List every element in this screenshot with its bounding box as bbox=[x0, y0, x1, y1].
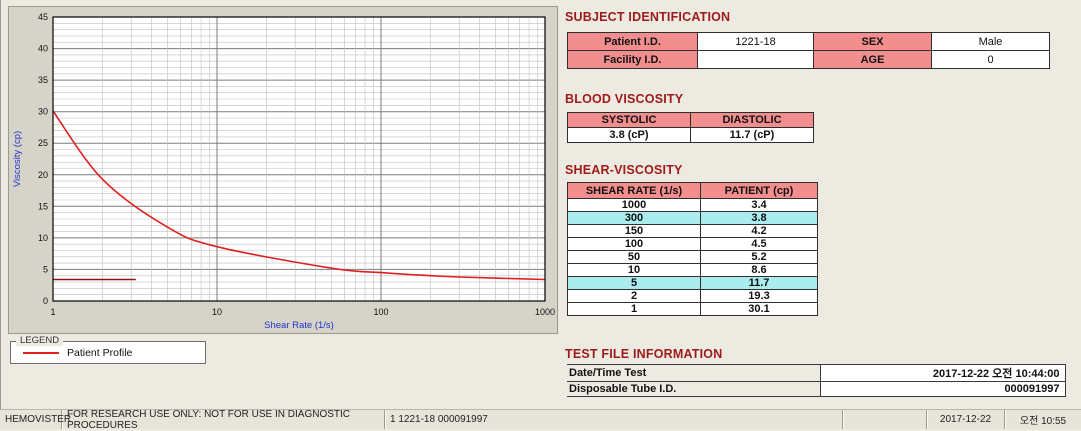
patient-cp-header: PATIENT (cp) bbox=[700, 182, 818, 199]
svg-text:30: 30 bbox=[38, 107, 48, 117]
disposable-tube-id-value: 000091997 bbox=[819, 381, 1066, 397]
svg-text:10: 10 bbox=[212, 307, 222, 317]
age-value: 0 bbox=[931, 50, 1050, 69]
svg-text:40: 40 bbox=[38, 44, 48, 54]
svg-text:20: 20 bbox=[38, 170, 48, 180]
svg-text:0: 0 bbox=[43, 296, 48, 306]
shear-rate-header: SHEAR RATE (1/s) bbox=[567, 182, 701, 199]
statusbar-time: 오전 10:55 bbox=[1019, 416, 1067, 427]
shear-viscosity-title: SHEAR-VISCOSITY bbox=[565, 163, 683, 177]
systolic-value: 3.8 (cP) bbox=[567, 127, 691, 143]
chart-legend: LEGEND Patient Profile bbox=[10, 335, 206, 364]
viscosity-chart-panel: 0 5 10 15 20 25 30 35 40 45 1 10 100 1000 Shear Rate (… bbox=[8, 6, 558, 334]
statusbar-research-use-notice: FOR RESEARCH USE ONLY: NOT FOR USE IN DI… bbox=[62, 409, 385, 431]
shear-viscosity-row: 2 19.3 bbox=[567, 289, 818, 303]
patient-viscosity-cell: 5.2 bbox=[700, 250, 818, 264]
viscosity-shear-chart: 0 5 10 15 20 25 30 35 40 45 1 10 100 1000 Shear Rate (… bbox=[9, 7, 557, 333]
svg-text:25: 25 bbox=[38, 138, 48, 148]
svg-text:Viscosity (cp): Viscosity (cp) bbox=[12, 131, 23, 187]
table-row: Date/Time Test 2017-12-22 오전 10:44:00 bbox=[567, 364, 1066, 382]
shear-rate-cell: 10 bbox=[567, 263, 701, 277]
table-row: Patient I.D. 1221-18 SEX Male bbox=[567, 32, 1050, 51]
shear-viscosity-row: 150 4.2 bbox=[567, 224, 818, 238]
date-time-test-label: Date/Time Test bbox=[567, 364, 820, 382]
test-file-table: Date/Time Test 2017-12-22 오전 10:44:00 Di… bbox=[567, 364, 1066, 397]
legend-box-label: LEGEND bbox=[16, 335, 64, 346]
date-time-test-value: 2017-12-22 오전 10:44:00 bbox=[819, 364, 1066, 382]
patient-viscosity-cell: 3.8 bbox=[700, 211, 818, 225]
patient-profile-line-swatch bbox=[23, 351, 59, 354]
facility-id-label: Facility I.D. bbox=[567, 50, 698, 69]
blood-viscosity-table: SYSTOLIC DIASTOLIC 3.8 (cP) 11.7 (cP) bbox=[567, 112, 814, 143]
patient-viscosity-cell: 3.4 bbox=[700, 198, 818, 212]
svg-text:100: 100 bbox=[373, 307, 388, 317]
svg-text:10: 10 bbox=[38, 233, 48, 243]
statusbar-spacer bbox=[843, 410, 927, 429]
sex-label: SEX bbox=[813, 32, 932, 51]
svg-text:45: 45 bbox=[38, 12, 48, 22]
shear-rate-cell: 150 bbox=[567, 224, 701, 238]
patient-viscosity-cell: 4.5 bbox=[700, 237, 818, 251]
shear-viscosity-row: 50 5.2 bbox=[567, 250, 818, 264]
svg-text:Shear Rate (1/s): Shear Rate (1/s) bbox=[264, 320, 334, 331]
table-header-row: SHEAR RATE (1/s) PATIENT (cp) bbox=[567, 182, 818, 199]
report-panel: SUBJECT IDENTIFICATION Patient I.D. 1221… bbox=[563, 6, 1075, 406]
facility-id-value bbox=[697, 50, 814, 69]
shear-rate-cell: 50 bbox=[567, 250, 701, 264]
diastolic-value: 11.7 (cP) bbox=[690, 127, 814, 143]
blood-viscosity-title: BLOOD VISCOSITY bbox=[565, 92, 684, 106]
shear-rate-cell: 2 bbox=[567, 289, 701, 303]
statusbar-date: 2017-12-22 bbox=[927, 410, 1005, 429]
shear-viscosity-row: 100 4.5 bbox=[567, 237, 818, 251]
age-label: AGE bbox=[813, 50, 932, 69]
legend-entry-label: Patient Profile bbox=[67, 346, 133, 359]
shear-viscosity-row: 1 30.1 bbox=[567, 302, 818, 316]
shear-rate-cell: 300 bbox=[567, 211, 701, 225]
systolic-header: SYSTOLIC bbox=[567, 112, 691, 128]
svg-text:35: 35 bbox=[38, 75, 48, 85]
disposable-tube-id-label: Disposable Tube I.D. bbox=[567, 381, 820, 397]
shear-viscosity-row: 5 11.7 bbox=[567, 276, 818, 290]
test-file-information-title: TEST FILE INFORMATION bbox=[565, 347, 723, 361]
shear-rate-cell: 100 bbox=[567, 237, 701, 251]
shear-viscosity-row: 1000 3.4 bbox=[567, 198, 818, 212]
patient-viscosity-cell: 4.2 bbox=[700, 224, 818, 238]
table-row: SYSTOLIC DIASTOLIC bbox=[567, 112, 814, 128]
patient-id-label: Patient I.D. bbox=[567, 32, 698, 51]
svg-text:5: 5 bbox=[43, 264, 48, 274]
svg-text:1: 1 bbox=[50, 307, 55, 317]
svg-text:1000: 1000 bbox=[535, 307, 555, 317]
sex-value: Male bbox=[931, 32, 1050, 51]
statusbar-test-identifier: 1 1221-18 000091997 bbox=[385, 410, 843, 429]
shear-rate-cell: 1000 bbox=[567, 198, 701, 212]
subject-identification-title: SUBJECT IDENTIFICATION bbox=[565, 10, 731, 24]
patient-viscosity-cell: 30.1 bbox=[700, 302, 818, 316]
patient-id-value: 1221-18 bbox=[697, 32, 814, 51]
patient-viscosity-cell: 11.7 bbox=[700, 276, 818, 290]
statusbar-app-name: HEMOVISTER bbox=[0, 410, 71, 429]
shear-viscosity-row: 10 8.6 bbox=[567, 263, 818, 277]
shear-rate-cell: 5 bbox=[567, 276, 701, 290]
table-row: Disposable Tube I.D. 000091997 bbox=[567, 381, 1066, 397]
shear-viscosity-table: SHEAR RATE (1/s) PATIENT (cp) 1000 3.4 3… bbox=[567, 182, 818, 316]
patient-viscosity-cell: 19.3 bbox=[700, 289, 818, 303]
table-row: Facility I.D. AGE 0 bbox=[567, 50, 1050, 69]
status-bar: HEMOVISTER FOR RESEARCH USE ONLY: NOT FO… bbox=[0, 409, 1081, 431]
patient-viscosity-cell: 8.6 bbox=[700, 263, 818, 277]
shear-rate-cell: 1 bbox=[567, 302, 701, 316]
table-row: 3.8 (cP) 11.7 (cP) bbox=[567, 127, 814, 143]
subject-identification-table: Patient I.D. 1221-18 SEX Male Facility I… bbox=[567, 32, 1050, 69]
shear-viscosity-row: 300 3.8 bbox=[567, 211, 818, 225]
svg-text:15: 15 bbox=[38, 201, 48, 211]
diastolic-header: DIASTOLIC bbox=[690, 112, 814, 128]
